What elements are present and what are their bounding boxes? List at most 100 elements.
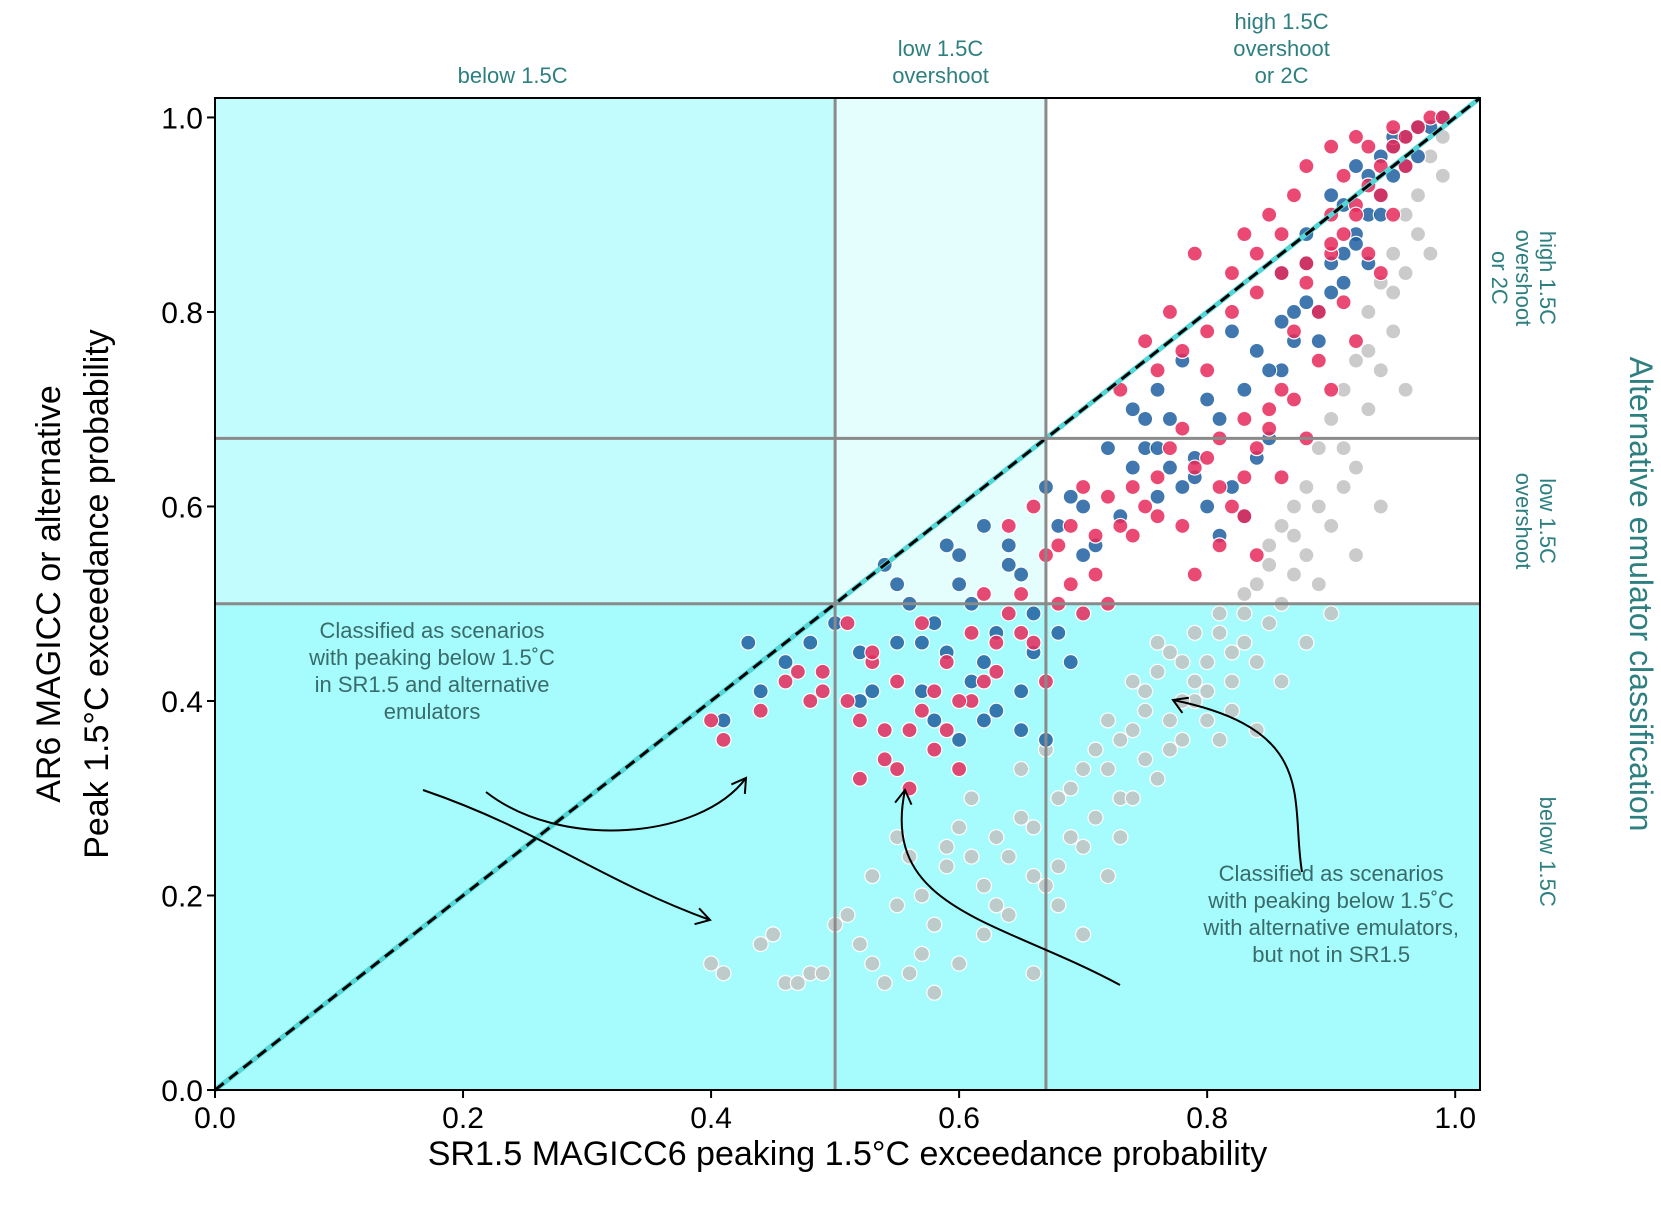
data-point-red	[1025, 498, 1042, 515]
x-axis-title: SR1.5 MAGICC6 peaking 1.5°C exceedance p…	[428, 1135, 1268, 1173]
data-point-grey	[963, 790, 980, 807]
data-point-blue	[889, 634, 906, 651]
data-point-red	[1248, 440, 1265, 457]
data-point-red	[876, 722, 893, 739]
data-point-grey	[1347, 459, 1365, 476]
arrow-to-sr15-overshoot-points-head	[894, 788, 913, 806]
data-point-grey	[1013, 760, 1030, 778]
data-point-red	[1186, 566, 1203, 583]
arrow-to-below-zone-head	[694, 907, 712, 926]
data-point-red	[1013, 624, 1030, 642]
data-point-blue	[1025, 605, 1042, 622]
data-point-blue	[1211, 410, 1228, 428]
data-point-blue	[1298, 294, 1315, 311]
data-point-blue	[1199, 391, 1216, 408]
data-point-red	[1335, 294, 1352, 311]
data-point-blue	[938, 537, 955, 554]
scatter-points	[702, 109, 1451, 1001]
data-point-red	[1298, 255, 1315, 272]
data-point-grey	[951, 819, 968, 836]
annotation-text-1: with peaking below 1.5˚C	[308, 645, 555, 670]
data-point-grey	[1124, 722, 1141, 739]
data-point-grey	[1236, 585, 1253, 603]
data-point-grey	[1261, 556, 1278, 573]
data-point-red	[839, 615, 856, 632]
data-point-grey	[1385, 323, 1402, 340]
data-point-grey	[1211, 624, 1228, 642]
top-zone-label-2: low 1.5C	[898, 36, 984, 61]
data-point-grey	[1161, 712, 1179, 729]
right-zone-label-3: below 1.5C	[1535, 797, 1560, 907]
data-point-blue	[1149, 488, 1166, 505]
data-point-grey	[1261, 537, 1278, 554]
data-point-red	[1174, 342, 1191, 359]
y-axis-title-line2: Peak 1.5°C exceedance probability	[78, 329, 116, 859]
data-point-red	[1347, 206, 1365, 223]
data-point-red	[1385, 119, 1402, 136]
y-axis-title-line1: AR6 MAGICC or alternative	[30, 385, 68, 803]
right-zone-label-1: high 1.5C	[1535, 231, 1560, 325]
data-point-blue	[975, 653, 993, 671]
y-tick-label: 1.0	[161, 102, 203, 135]
data-point-grey	[1285, 527, 1303, 544]
data-point-grey	[1087, 809, 1104, 826]
data-point-grey	[1236, 605, 1253, 622]
data-point-grey	[1372, 362, 1389, 379]
data-point-grey	[1050, 790, 1067, 807]
data-point-grey	[1211, 605, 1228, 622]
data-point-blue	[1347, 235, 1365, 252]
data-point-grey	[988, 829, 1005, 846]
right-axis-title: Alternative emulator classification	[1623, 357, 1659, 832]
data-point-grey	[1161, 644, 1179, 661]
data-point-blue	[1124, 401, 1141, 418]
data-point-blue	[1323, 187, 1340, 204]
data-point-grey	[1075, 926, 1092, 943]
data-point-grey	[715, 965, 732, 982]
arrow-to-below-zone	[422, 789, 711, 921]
data-point-grey	[1434, 167, 1451, 184]
data-point-grey	[901, 965, 918, 982]
data-point-blue	[1137, 410, 1154, 428]
data-point-grey	[1310, 576, 1327, 593]
data-point-grey	[1112, 731, 1129, 748]
data-point-grey	[938, 838, 955, 855]
data-point-red	[864, 644, 881, 661]
axes: 0.0 0.2 0.4 0.6 0.8 1.0 0.0 0.2 0.4 0.6 0.8 1.0	[161, 97, 1481, 1135]
data-point-grey	[1273, 673, 1290, 690]
data-point-red	[752, 702, 769, 719]
data-point-grey	[1149, 634, 1166, 651]
data-point-red	[926, 741, 943, 758]
data-point-grey	[1323, 410, 1340, 428]
data-point-grey	[864, 867, 881, 885]
data-point-blue	[1161, 459, 1179, 476]
data-point-red	[814, 663, 831, 680]
data-point-blue	[864, 683, 881, 700]
plot-frame	[214, 97, 1481, 1091]
data-point-red	[1087, 527, 1104, 544]
data-point-grey	[1236, 634, 1253, 651]
data-point-red	[1298, 157, 1315, 175]
annotation-text-1: emulators	[384, 699, 481, 724]
data-point-blue	[1000, 556, 1017, 573]
reference-lines	[213, 96, 1482, 1092]
data-point-blue	[1013, 722, 1030, 739]
data-point-grey	[1409, 187, 1427, 204]
data-point-red	[1236, 410, 1253, 428]
data-point-blue	[1075, 498, 1092, 515]
data-point-grey	[1099, 760, 1117, 778]
data-point-red	[1075, 478, 1092, 496]
data-point-red	[1285, 391, 1303, 408]
data-point-blue	[1000, 537, 1017, 554]
data-point-blue	[913, 634, 931, 651]
data-point-red	[1186, 459, 1203, 476]
data-point-blue	[1335, 274, 1352, 291]
data-point-grey	[1347, 546, 1365, 564]
top-zone-label-3: high 1.5C	[1234, 9, 1328, 34]
data-point-red	[889, 760, 906, 778]
data-point-grey	[1199, 683, 1216, 700]
data-point-blue	[975, 517, 993, 535]
data-point-red	[1174, 420, 1191, 437]
data-point-grey	[1099, 867, 1117, 885]
data-point-red	[802, 692, 819, 710]
data-point-red	[1099, 488, 1117, 505]
